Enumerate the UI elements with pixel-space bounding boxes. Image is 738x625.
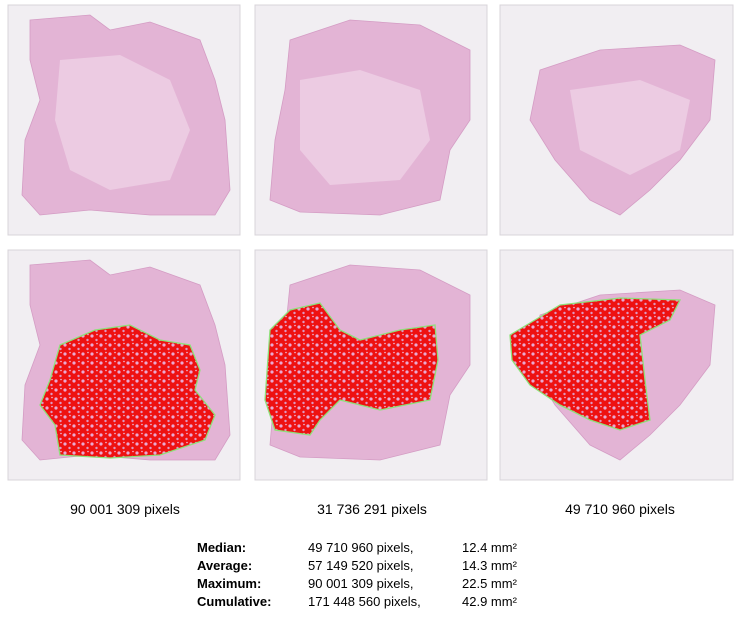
stat-label: Cumulative: bbox=[197, 594, 271, 609]
stat-area: 42.9 mm² bbox=[462, 594, 518, 609]
stat-pixels: 49 710 960 pixels, bbox=[308, 540, 414, 555]
caption: 31 736 291 pixels bbox=[317, 501, 427, 517]
slide-image-annotated bbox=[499, 249, 734, 481]
stat-pixels: 171 448 560 pixels, bbox=[308, 594, 421, 609]
stat-area: 14.3 mm² bbox=[462, 558, 518, 573]
stat-label: Average: bbox=[197, 558, 252, 573]
slide-image bbox=[7, 4, 241, 236]
stats-table: Median: 49 710 960 pixels, 12.4 mm² Average… bbox=[197, 540, 518, 609]
stat-pixels: 90 001 309 pixels, bbox=[308, 576, 414, 591]
caption: 90 001 309 pixels bbox=[70, 501, 180, 517]
stat-label: Median: bbox=[197, 540, 246, 555]
stat-area: 12.4 mm² bbox=[462, 540, 518, 555]
slide-image bbox=[254, 4, 488, 236]
stat-pixels: 57 149 520 pixels, bbox=[308, 558, 414, 573]
slide-image-annotated bbox=[7, 249, 241, 481]
panel-grid bbox=[7, 4, 734, 481]
slide-image bbox=[499, 4, 734, 236]
caption: 49 710 960 pixels bbox=[565, 501, 675, 517]
stat-area: 22.5 mm² bbox=[462, 576, 518, 591]
stat-label: Maximum: bbox=[197, 576, 261, 591]
slide-image-annotated bbox=[254, 249, 488, 481]
